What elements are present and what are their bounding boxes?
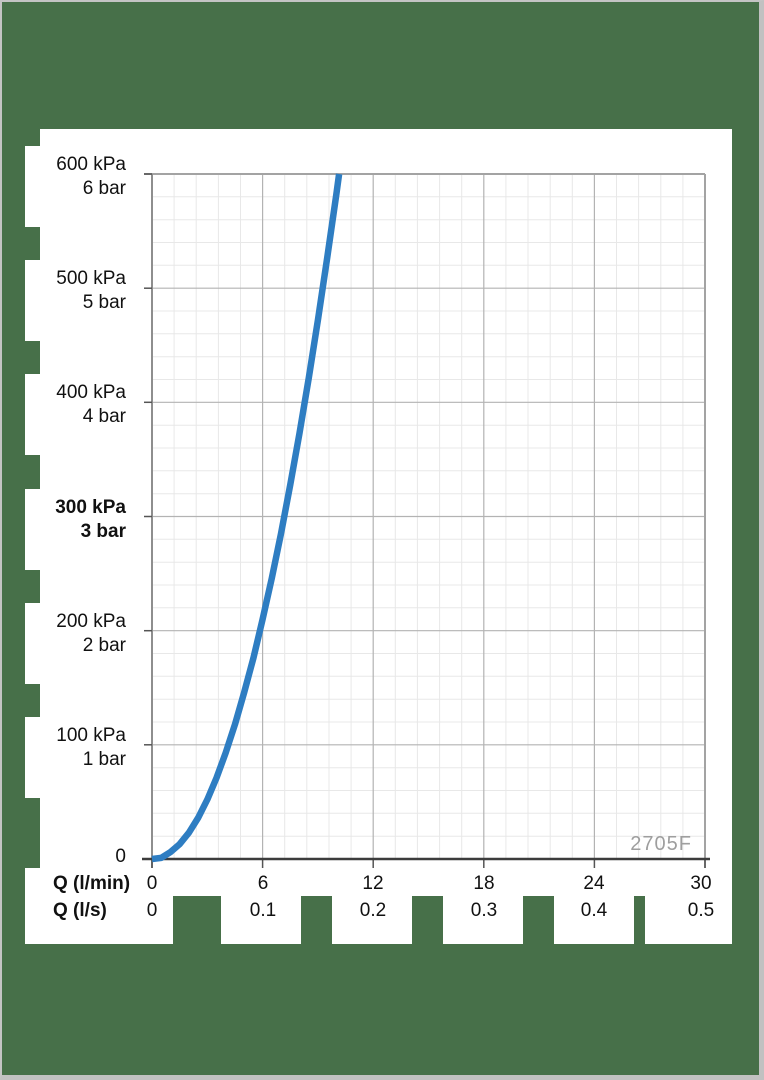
y-tick-label-300: 300 kPa 3 bar	[55, 497, 126, 542]
y-label-tab-400	[25, 374, 42, 455]
y-label-tab-500	[25, 260, 42, 341]
x-axis-title-ls: Q (l/s)	[53, 900, 107, 921]
x-tick-lmin-6: 6	[257, 873, 269, 894]
axis-ticks	[142, 173, 710, 868]
y-label-tab-100	[25, 717, 42, 798]
x-label-tab-30	[645, 894, 732, 944]
model-code-watermark: 2705F	[630, 833, 692, 855]
y-label-tab-600	[25, 146, 42, 227]
y-tick-label-0: 0	[115, 846, 126, 867]
x-tick-lmin-12: 12	[362, 873, 384, 894]
x-label-tab-6	[221, 894, 301, 944]
x-tick-ls-0.3: 0.3	[470, 900, 498, 921]
plot-area	[142, 173, 710, 868]
plot-frame	[144, 173, 706, 868]
x-tick-ls-0.5: 0.5	[687, 900, 715, 921]
y-tick-label-100: 100 kPa 1 bar	[56, 725, 126, 770]
y-tick-label-400: 400 kPa 4 bar	[56, 382, 126, 427]
x-tick-lmin-30: 30	[690, 873, 712, 894]
y-label-tab-200	[25, 603, 42, 684]
x-tick-lmin-0: 0	[146, 873, 158, 894]
x-tick-lmin-24: 24	[583, 873, 605, 894]
grid-major	[152, 174, 705, 859]
flow-pressure-curve	[151, 173, 343, 863]
x-tick-ls-0.4: 0.4	[580, 900, 608, 921]
y-label-tab-300	[25, 489, 42, 570]
y-tick-label-500: 500 kPa 5 bar	[56, 268, 126, 313]
x-tick-ls-0.2: 0.2	[359, 900, 387, 921]
x-label-tab-18	[443, 894, 523, 944]
x-label-tab-24	[554, 894, 634, 944]
x-tick-ls-0.1: 0.1	[249, 900, 277, 921]
x-label-tab-12	[332, 894, 412, 944]
x-axis-title-tab	[25, 868, 173, 944]
x-tick-lmin-18: 18	[473, 873, 495, 894]
x-axis-title-lmin: Q (l/min)	[53, 873, 131, 894]
y-tick-label-200: 200 kPa 2 bar	[56, 611, 126, 656]
x-tick-ls-0: 0	[146, 900, 158, 921]
y-tick-label-600: 600 kPa 6 bar	[56, 154, 126, 199]
